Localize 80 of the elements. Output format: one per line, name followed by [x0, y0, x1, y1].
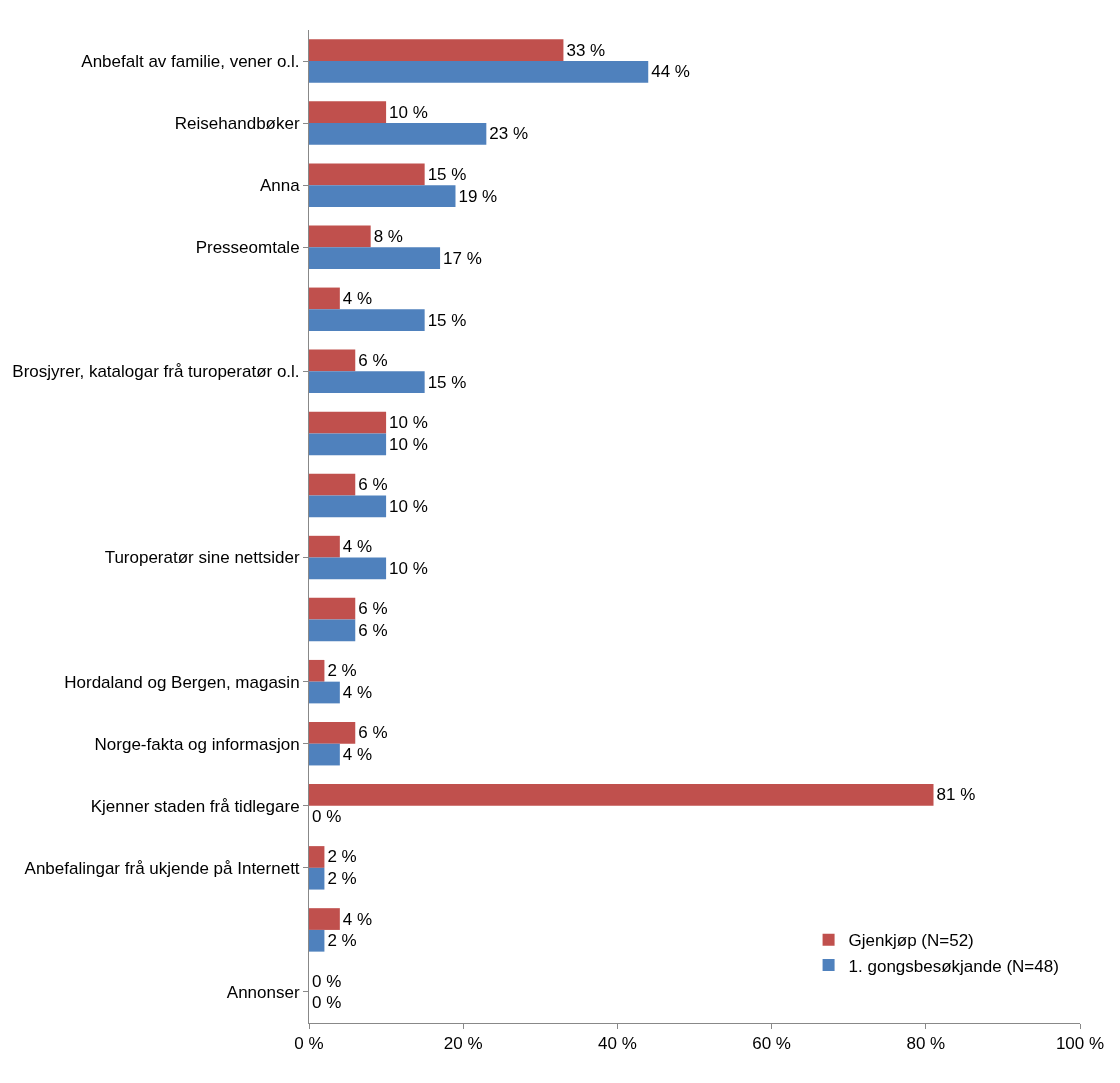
data-label: 4 % — [342, 537, 373, 557]
bar — [309, 287, 340, 310]
y-tick-label: Norge-fakta og informasjon — [94, 734, 300, 754]
x-tick-label: 80 % — [906, 1034, 946, 1054]
data-label: 6 % — [358, 475, 388, 495]
bar — [309, 349, 356, 372]
bar — [309, 784, 934, 806]
data-label: 2 % — [327, 847, 357, 867]
data-label: 0 % — [312, 993, 342, 1013]
bar — [309, 495, 387, 518]
y-tick-label: Kjenner staden frå tidlegare — [90, 796, 300, 816]
x-tick-label: 60 % — [752, 1034, 791, 1054]
bar — [309, 619, 356, 642]
bar — [309, 597, 356, 620]
bar — [309, 867, 325, 890]
data-label: 33 % — [566, 40, 606, 60]
data-label: 10 % — [389, 558, 428, 578]
data-label: 15 % — [427, 164, 467, 184]
data-label: 17 % — [443, 248, 482, 268]
data-label: 4 % — [342, 745, 373, 765]
bar — [309, 473, 356, 496]
bar — [309, 163, 425, 186]
bar — [309, 225, 371, 248]
data-label: 15 % — [427, 310, 467, 330]
bar — [309, 411, 387, 434]
data-label: 10 % — [389, 496, 428, 516]
legend-label: Gjenkjøp (N=52) — [848, 931, 974, 951]
y-tick-label: Hordaland og Bergen, magasin — [64, 672, 300, 692]
bar — [309, 557, 387, 580]
x-tick-label: 20 % — [443, 1034, 483, 1054]
bar — [309, 846, 325, 868]
bar — [309, 929, 325, 952]
x-tick-label: 40 % — [598, 1034, 637, 1054]
bar — [309, 101, 387, 124]
data-label: 6 % — [358, 723, 388, 743]
x-tick-label: 0 % — [294, 1034, 324, 1054]
data-label: 81 % — [936, 785, 976, 805]
data-label: 4 % — [342, 909, 373, 929]
bar — [309, 247, 441, 269]
data-label: 6 % — [358, 350, 388, 370]
data-label: 44 % — [651, 62, 690, 82]
bar — [309, 123, 487, 145]
legend-label: 1. gongsbesøkjande (N=48) — [848, 956, 1059, 976]
bar — [309, 371, 425, 394]
y-tick-label: Reisehandbøker — [174, 114, 300, 134]
bar — [309, 309, 425, 331]
y-tick-label: Anbefalingar frå ukjende på Internett — [24, 858, 300, 878]
bar — [309, 722, 356, 744]
data-label: 10 % — [389, 102, 428, 122]
data-label: 2 % — [327, 661, 357, 681]
bar — [309, 743, 340, 766]
bar — [309, 681, 340, 704]
x-tick-label: 100 % — [1055, 1034, 1105, 1054]
data-label: 19 % — [458, 186, 498, 206]
data-label: 4 % — [342, 683, 373, 703]
y-tick-label: Turoperatør sine nettsider — [104, 548, 300, 568]
data-label: 8 % — [373, 226, 403, 246]
data-label: 0 % — [312, 971, 342, 991]
data-label: 6 % — [358, 620, 388, 640]
bar — [309, 659, 325, 682]
bar — [309, 535, 340, 558]
y-tick-label: Annonser — [226, 982, 300, 1002]
data-label: 4 % — [342, 288, 373, 308]
bar — [309, 433, 387, 456]
bar — [309, 185, 456, 207]
data-label: 15 % — [427, 372, 467, 392]
y-tick-label: Presseomtale — [195, 238, 300, 258]
data-label: 2 % — [327, 931, 357, 951]
data-label: 2 % — [327, 869, 357, 889]
data-label: 23 % — [489, 124, 529, 144]
data-label: 0 % — [312, 807, 342, 827]
y-tick-label: Anna — [259, 176, 301, 196]
data-label: 6 % — [358, 599, 388, 619]
y-tick-label: Anbefalt av familie, vener o.l. — [81, 51, 300, 71]
data-label: 10 % — [389, 413, 428, 433]
data-label: 10 % — [389, 434, 428, 454]
bar — [309, 908, 340, 930]
bar — [309, 61, 649, 83]
y-tick-label: Brosjyrer, katalogar frå turoperatør o.l. — [12, 362, 300, 382]
bar — [309, 39, 564, 62]
